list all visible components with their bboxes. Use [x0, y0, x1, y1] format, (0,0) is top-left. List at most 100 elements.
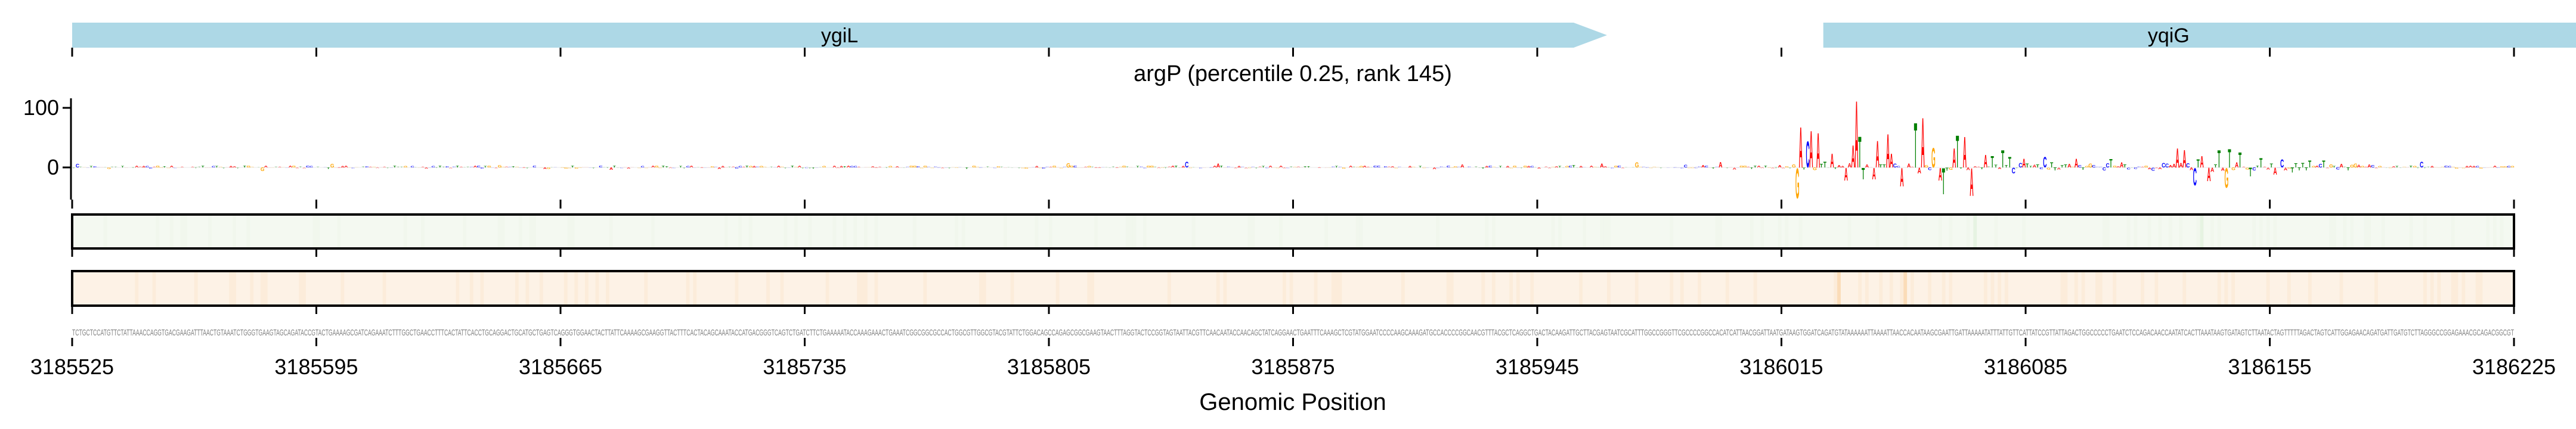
logo-letter: C [1611, 167, 1615, 169]
logo-letter: A [1080, 167, 1085, 168]
logo-letter: A [1854, 82, 1858, 188]
orange-track-cell [299, 271, 303, 306]
logo-letter: A [125, 167, 129, 168]
logo-letter: A [2141, 167, 2145, 168]
logo-letter: A [2221, 167, 2225, 172]
logo-letter: G [1614, 166, 1618, 169]
logo-letter: T [299, 166, 302, 168]
green-track-highlight [1973, 214, 1977, 248]
orange-track-cell [2060, 271, 2064, 306]
logo-letter: G [417, 167, 422, 168]
logo-letter: T [2061, 165, 2064, 169]
logo-letter: A [2326, 167, 2330, 169]
sequence-text: TCTGCTCCATGTTCTATTAAACCAGGTGACGAAGATTTAA… [72, 328, 2514, 338]
orange-track-cell [2095, 271, 2099, 306]
logo-letter: A [941, 167, 945, 169]
logo-letter: T [808, 167, 811, 169]
logo-letter: G [1454, 166, 1458, 168]
logo-letter: T [1980, 167, 1984, 170]
green-track-cell [1491, 214, 1496, 248]
logo-letter: G [1513, 166, 1517, 168]
logo-letter: C [432, 166, 435, 168]
logo-letter: A [379, 167, 383, 168]
logo-letter: T [679, 166, 682, 168]
logo-letter: A [229, 166, 233, 168]
logo-letter: A [1537, 167, 1541, 169]
green-track-cell [1583, 214, 1586, 248]
logo-letter: T [1091, 167, 1094, 168]
logo-letter: T [1307, 166, 1310, 168]
logo-letter: C [853, 166, 857, 168]
logo-letter: C [2420, 160, 2424, 170]
logo-letter: C [428, 167, 432, 168]
logo-letter: G [1328, 167, 1332, 168]
logo-letter: T [683, 167, 686, 169]
logo-letter: T [1956, 126, 1959, 178]
green-track-cell [808, 214, 812, 248]
logo-letter: G [913, 166, 917, 168]
logo-letter: C [2371, 164, 2375, 169]
logo-letter: G [348, 167, 352, 168]
logo-letter: A [1967, 167, 1971, 172]
logo-letter: T [484, 166, 487, 168]
logo-letter: T [1475, 166, 1478, 168]
logo-letter: G [2312, 166, 2316, 168]
logo-letter: C [212, 166, 216, 168]
logo-letter: G [568, 167, 572, 169]
logo-letter: T [965, 167, 968, 170]
logo-letter: T [1478, 167, 1482, 168]
green-track-cell [246, 214, 250, 248]
logo-letter: T [801, 167, 804, 169]
logo-letter: C [589, 167, 593, 168]
logo-letter: A [1349, 165, 1352, 168]
logo-letter: C [1230, 167, 1234, 168]
logo-letter: A [1283, 167, 1287, 169]
logo-letter: C [365, 166, 369, 168]
logo-letter: A [1984, 151, 1987, 172]
green-track-cell [571, 214, 575, 248]
orange-track-cell [564, 271, 568, 306]
logo-letter: G [540, 167, 544, 168]
logo-letter: T [2291, 167, 2295, 175]
x-tick-label: 3186155 [2228, 355, 2311, 379]
green-track-cell [2486, 214, 2490, 248]
green-track-cell [2332, 214, 2336, 248]
logo-letter: G [2354, 163, 2358, 169]
logo-letter: G [1119, 167, 1123, 168]
orange-track-cell [539, 271, 543, 306]
logo-letter: T [812, 167, 815, 169]
orange-track-cell [2374, 271, 2378, 306]
logo-letter: G [759, 166, 763, 168]
logo-letter: T [131, 167, 135, 169]
logo-letter: A [1115, 167, 1119, 169]
logo-letter: T [1136, 166, 1139, 168]
logo-letter: C [958, 167, 962, 168]
logo-letter: T [2001, 146, 2004, 173]
logo-letter: A [1234, 167, 1238, 169]
logo-letter: T [1108, 167, 1111, 168]
logo-letter: A [1590, 166, 1593, 169]
logo-letter: T [1575, 167, 1579, 168]
logo-letter: C [2448, 166, 2452, 168]
logo-letter: A [1865, 164, 1869, 169]
logo-letter: T [435, 167, 438, 169]
green-track-cell [874, 214, 878, 248]
orange-track-cell [2217, 271, 2221, 306]
logo-letter: T [1262, 166, 1265, 168]
logo-letter: A [896, 166, 900, 168]
logo-letter: G [711, 166, 715, 168]
logo-letter: A [2179, 162, 2183, 169]
logo-letter: T [114, 167, 117, 168]
green-track-cell [2367, 214, 2371, 248]
logo-letter: G [781, 166, 785, 168]
logo-letter: A [1269, 166, 1272, 168]
orange-track-cell [923, 271, 927, 306]
orange-track-cell [2451, 271, 2455, 306]
logo-letter: G [1070, 166, 1074, 168]
logo-letter: C [2482, 167, 2487, 168]
orange-track-cell [1516, 271, 1520, 306]
green-track-cell [1359, 214, 1363, 248]
logo-letter: A [1433, 167, 1436, 170]
green-track-cell [518, 214, 522, 248]
logo-letter: C [76, 163, 79, 169]
